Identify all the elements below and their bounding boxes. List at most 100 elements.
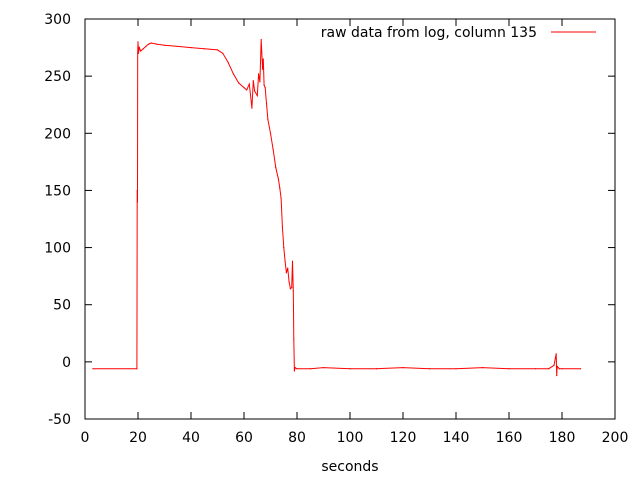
data-point: [281, 226, 284, 228]
y-tick-label: -50: [48, 412, 71, 428]
y-tick-label: 0: [62, 355, 71, 371]
data-point: [553, 364, 555, 366]
data-point: [142, 48, 144, 50]
data-point: [246, 89, 248, 91]
data-point: [558, 368, 560, 370]
data-point: [428, 368, 431, 370]
x-tick-label: 80: [288, 430, 306, 446]
data-point: [267, 118, 269, 121]
data-point: [261, 68, 264, 70]
x-tick-label: 160: [496, 430, 523, 446]
data-point: [264, 86, 266, 89]
data-point: [163, 44, 166, 46]
data-point: [137, 52, 140, 54]
data-point: [285, 272, 287, 274]
series-line: [93, 39, 581, 376]
y-tick-label: 250: [44, 69, 71, 85]
data-point: [252, 80, 254, 82]
x-tick-label: 180: [549, 430, 576, 446]
x-tick-label: 60: [235, 430, 253, 446]
data-point: [309, 368, 311, 370]
data-point: [555, 353, 557, 355]
data-point: [289, 288, 291, 290]
data-point: [402, 366, 404, 369]
x-tick-label: 40: [182, 430, 200, 446]
data-point: [277, 178, 280, 180]
data-point: [291, 260, 294, 262]
data-point: [579, 368, 582, 370]
y-tick-label: 100: [44, 241, 71, 257]
data-point: [216, 49, 219, 51]
data-point: [177, 45, 179, 48]
data-point: [265, 102, 268, 105]
data-point: [262, 58, 264, 60]
series-lines: [92, 38, 582, 377]
data-point: [92, 368, 94, 370]
data-point: [293, 370, 295, 372]
data-point: [291, 286, 293, 289]
data-point: [481, 366, 484, 369]
x-tick-label: 20: [129, 430, 147, 446]
data-point: [280, 197, 282, 200]
y-tick-label: 50: [53, 298, 71, 314]
data-point: [294, 366, 296, 369]
data-point: [293, 338, 295, 340]
data-point: [136, 189, 138, 192]
data-point: [251, 107, 253, 109]
plot-frame: [84, 18, 616, 420]
data-point: [254, 90, 256, 92]
data-point: [138, 46, 140, 49]
legend-entry-label: raw data from log, column 135: [321, 25, 537, 41]
data-point: [556, 374, 558, 377]
data-point: [137, 41, 139, 43]
x-tick-label: 100: [337, 430, 364, 446]
x-tick-label: 140: [443, 430, 470, 446]
data-point: [148, 43, 150, 45]
data-point: [256, 94, 258, 97]
data-point: [227, 61, 229, 64]
data-point: [140, 50, 142, 52]
x-axis-label: seconds: [321, 459, 378, 475]
data-point: [508, 368, 510, 370]
data-point: [232, 73, 234, 75]
data-point: [136, 201, 139, 203]
axis-ticks: 0 20 40 60 80 100 120 140 160 180 200 -50 0 50 100 150 2…: [44, 12, 628, 446]
data-point: [190, 46, 192, 49]
data-point: [145, 45, 147, 48]
data-point: [296, 368, 298, 370]
data-point: [248, 83, 250, 85]
data-point: [375, 368, 378, 370]
data-point: [561, 368, 563, 370]
data-point: [259, 81, 261, 83]
x-tick-label: 0: [81, 430, 90, 446]
data-point: [349, 368, 351, 370]
data-point: [238, 82, 240, 84]
data-point: [283, 246, 285, 249]
data-point: [548, 368, 550, 370]
y-tick-label: 300: [44, 12, 71, 28]
data-point: [222, 52, 224, 54]
data-point: [263, 84, 265, 86]
data-point: [150, 42, 152, 44]
data-point: [203, 48, 205, 50]
data-point: [243, 86, 245, 89]
x-tick-label: 120: [390, 430, 417, 446]
data-point: [292, 290, 294, 292]
data-point: [257, 73, 260, 75]
data-point: [279, 187, 281, 189]
data-point: [269, 132, 272, 134]
data-point: [287, 267, 289, 269]
data-point: [272, 148, 274, 150]
y-tick-label: 200: [44, 126, 71, 142]
data-point: [455, 368, 457, 370]
x-tick-label: 200: [602, 430, 629, 446]
data-point: [556, 365, 558, 368]
data-point: [260, 38, 262, 41]
data-point: [534, 368, 537, 370]
y-tick-label: 150: [44, 183, 71, 199]
data-point: [288, 281, 290, 283]
data-point: [155, 43, 158, 45]
data-point: [275, 166, 277, 169]
data-point: [136, 368, 138, 370]
